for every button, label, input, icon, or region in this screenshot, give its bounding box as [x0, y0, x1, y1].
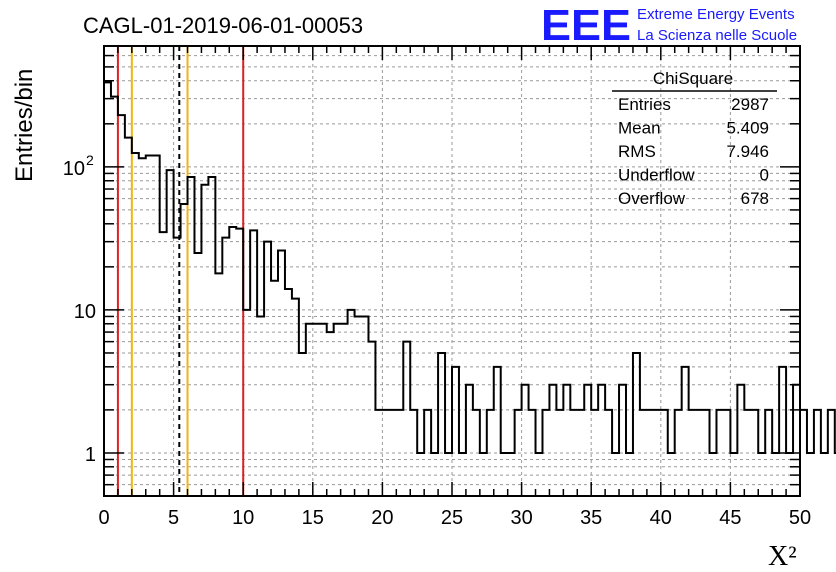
x-tick-label: 20 [371, 507, 393, 529]
stats-rows: Entries 2987 Mean 5.409 RMS 7.946 Underflow 0 Ov… [618, 95, 769, 208]
x-tick-label: 45 [719, 507, 741, 529]
x-tick-label: 40 [650, 507, 672, 529]
stats-box: ChiSquare Entries 2987 Mean 5.409 RMS 7.946 Un… [612, 69, 777, 208]
x-tick-labels: 0 5 10 15 20 25 30 35 40 45 50 [98, 507, 811, 529]
histogram-outline [103, 81, 836, 496]
x-tick-label: 25 [441, 507, 463, 529]
x-tick-label: 50 [789, 507, 811, 529]
stats-value: 7.946 [726, 142, 769, 161]
stats-label: Mean [618, 119, 661, 138]
y-tick-label: 1 [85, 444, 96, 466]
logo-line-1: Extreme Energy Events [637, 6, 795, 23]
x-tick-label: 10 [232, 507, 254, 529]
stats-title: ChiSquare [653, 69, 733, 88]
chart-title: CAGL-01-2019-06-01-00053 [83, 13, 363, 38]
axis-ticks [103, 46, 801, 496]
x-tick-label: 30 [510, 507, 532, 529]
y-axis-title: Entries/bin [11, 69, 38, 182]
y-tick-label: 10 [63, 158, 85, 180]
stats-value: 678 [741, 189, 769, 208]
stats-value: 2987 [731, 95, 769, 114]
x-tick-label: 0 [98, 507, 109, 529]
stats-label: RMS [618, 142, 656, 161]
x-axis-title: X² [768, 541, 797, 572]
eee-logo: EEE Extreme Energy Events La Scienza nel… [541, 1, 797, 50]
stats-value: 0 [760, 166, 769, 185]
y-tick-label-exponent: 2 [86, 152, 94, 168]
y-tick-label: 10 [74, 301, 96, 323]
stats-value: 5.409 [726, 119, 769, 138]
x-tick-label: 35 [580, 507, 602, 529]
stats-label: Overflow [618, 189, 686, 208]
logo-line-2: La Scienza nelle Scuole [637, 27, 797, 44]
logo-mark: EEE [541, 1, 631, 50]
x-tick-label: 15 [302, 507, 324, 529]
stats-label: Underflow [618, 166, 695, 185]
stats-label: Entries [618, 95, 671, 114]
x-tick-label: 5 [168, 507, 179, 529]
